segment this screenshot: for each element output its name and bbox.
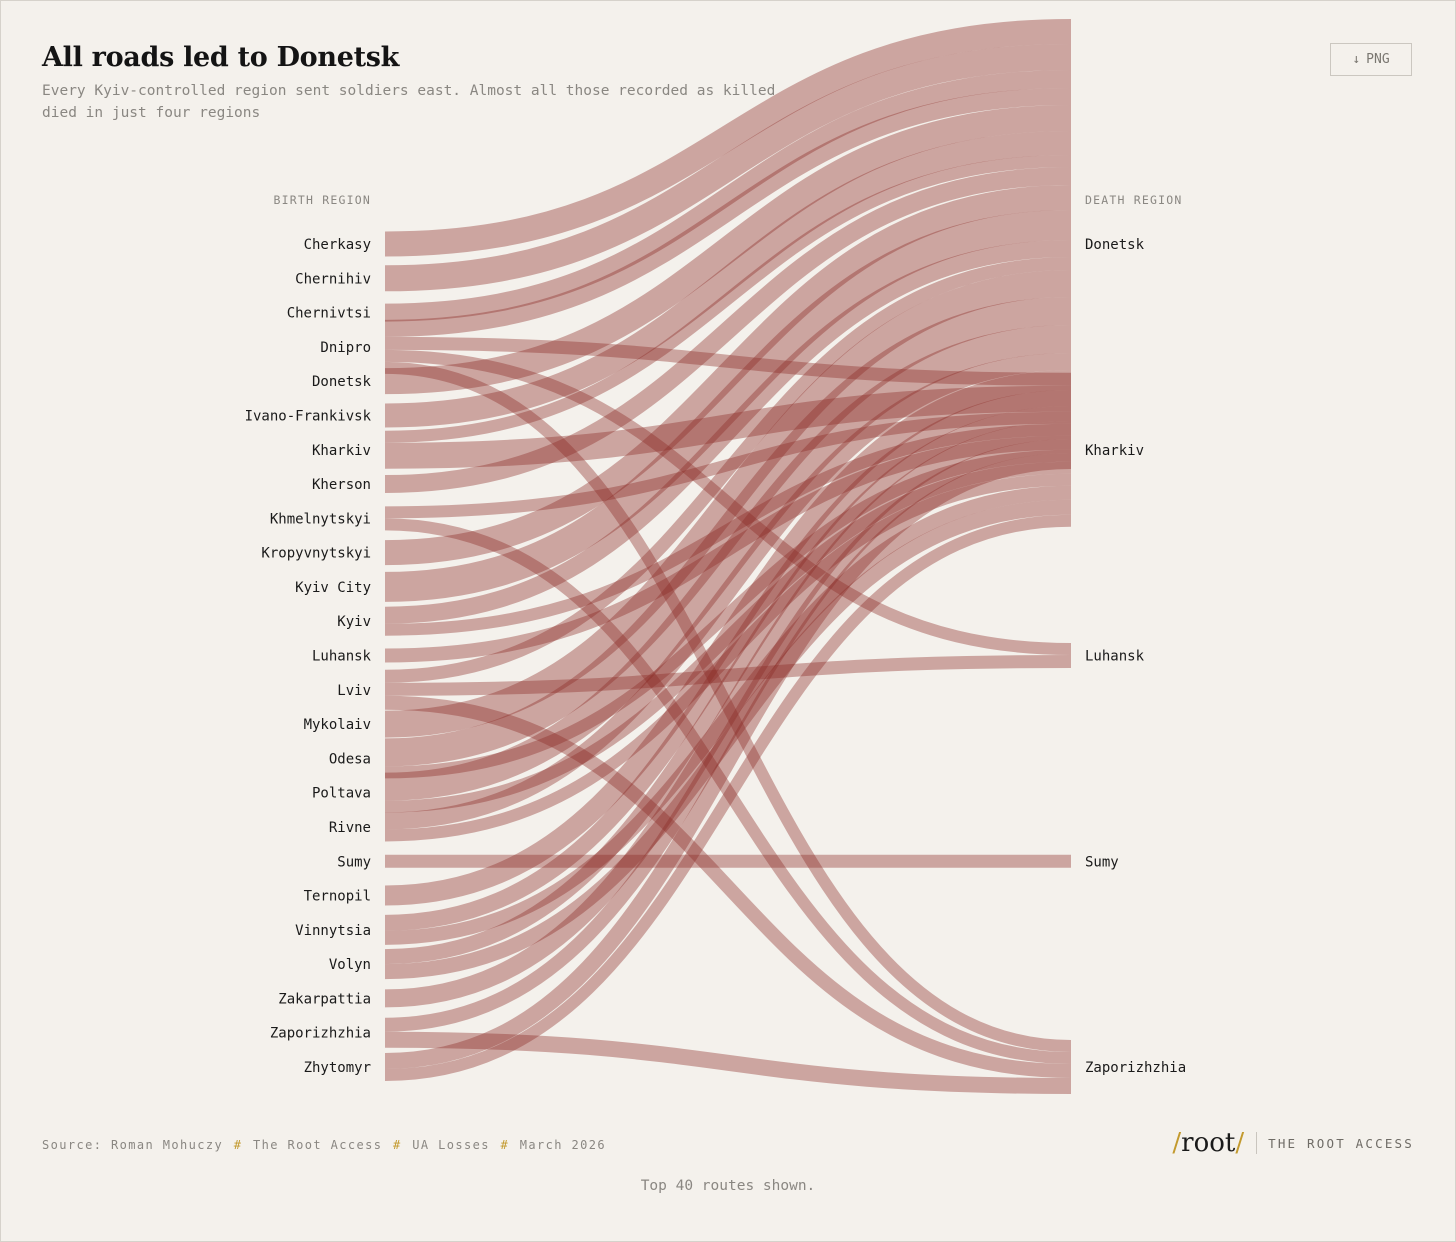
source-label: Kyiv City — [295, 580, 371, 596]
flow-volyn-to-donetsk — [384, 406, 1072, 965]
flow-lviv-to-zaporizhzhia — [384, 695, 1072, 1078]
target-label: Kharkiv — [1085, 443, 1144, 459]
source-separator: # — [393, 1138, 402, 1152]
source-label: Lviv — [337, 683, 371, 699]
birth-region-labels: Cherkasy Chernihiv Chernivtsi Dnipro Donetsk… — [245, 237, 372, 1076]
flow-lviv-to-donetsk — [384, 257, 1072, 683]
flow-kyiv-to-kharkiv — [384, 423, 1072, 636]
brand-name: THE ROOT ACCESS — [1268, 1135, 1414, 1151]
source-item: March 2026 — [519, 1138, 606, 1152]
flow-odesa-to-kharkiv — [384, 449, 1072, 779]
chart-title: All roads led to Donetsk — [42, 42, 400, 73]
source-label: Zaporizhzhia — [270, 1026, 371, 1042]
flow-khmelnytskyi-to-kharkiv — [384, 411, 1072, 519]
download-icon: ↓ — [1352, 52, 1361, 67]
flow-volyn-to-kharkiv — [384, 499, 1072, 980]
source-label: Zakarpattia — [278, 991, 371, 1007]
flow-khmelnytskyi-to-zaporizhzhia — [384, 518, 1072, 1064]
flow-dnipro-to-kharkiv — [384, 336, 1072, 386]
target-label: Zaporizhzhia — [1085, 1060, 1186, 1076]
flow-rivne-to-donetsk — [384, 353, 1072, 830]
source-label: Cherkasy — [304, 237, 371, 253]
logo-word: root — [1181, 1128, 1236, 1158]
flow-poltava-to-donetsk — [384, 325, 1072, 801]
flow-vinnytsia-to-kharkiv — [384, 485, 1072, 945]
flow-kharkiv-to-donetsk — [384, 155, 1072, 443]
logo-slash: / — [1235, 1128, 1245, 1158]
flows-layer — [384, 19, 1072, 1094]
source-separator: # — [233, 1138, 243, 1152]
flow-kyiv-to-donetsk — [384, 240, 1072, 624]
source-label: Kharkiv — [312, 443, 371, 459]
flow-dnipro-to-donetsk — [384, 88, 1072, 337]
flow-zhytomyr-to-donetsk — [384, 453, 1072, 1069]
source-separator: # — [500, 1138, 510, 1152]
source-label: Ternopil — [304, 889, 371, 905]
source-label: Sumy — [337, 854, 371, 870]
download-png-button[interactable]: ↓ PNG — [1330, 43, 1412, 76]
source-label: Mykolaiv — [304, 717, 371, 733]
routes-note: Top 40 routes shown. — [640, 1178, 816, 1194]
source-label: Chernihiv — [295, 271, 371, 287]
flow-zaporizhzhia-to-zaporizhzhia — [384, 1031, 1072, 1094]
brand: /root/ THE ROOT ACCESS — [1172, 1128, 1414, 1158]
source-item: Source: Roman Mohuczy — [42, 1138, 224, 1152]
source-label: Rivne — [329, 820, 371, 836]
target-label: Luhansk — [1085, 649, 1145, 665]
flow-ternopil-to-donetsk — [384, 370, 1072, 906]
source-label: Chernivtsi — [287, 306, 371, 322]
flow-kharkiv-to-kharkiv — [384, 385, 1072, 469]
flow-lviv-to-luhansk — [384, 655, 1072, 696]
flow-ivano-frankivsk-to-donetsk — [384, 131, 1072, 428]
source-label: Ivano-Frankivsk — [245, 408, 372, 424]
download-png-label: PNG — [1366, 52, 1390, 67]
flow-kyiv-city-to-donetsk — [384, 210, 1072, 602]
flow-kropyvnytskyi-to-donetsk — [384, 185, 1072, 566]
flow-kherson-to-donetsk — [384, 167, 1072, 494]
flow-odesa-to-donetsk — [384, 297, 1072, 767]
flow-zaporizhzhia-to-donetsk — [384, 439, 1072, 1032]
source-line: Source: Roman Mohuczy # The Root Access … — [42, 1138, 606, 1152]
flow-zakarpattia-to-donetsk — [384, 421, 1072, 1008]
source-label: Kherson — [312, 477, 371, 493]
flow-vinnytsia-to-donetsk — [384, 390, 1072, 931]
root-logo: /root/ — [1172, 1128, 1256, 1158]
flow-mykolaiv-to-donetsk — [384, 270, 1072, 738]
chart-subtitle: Every Kyiv-controlled region sent soldie… — [42, 83, 776, 121]
source-label: Kropyvnytskyi — [261, 546, 371, 562]
brand-divider — [1256, 1132, 1258, 1154]
source-label: Dnipro — [320, 340, 371, 356]
source-label: Zhytomyr — [304, 1060, 371, 1076]
flow-donetsk-to-donetsk — [384, 105, 1072, 395]
source-label: Donetsk — [312, 374, 372, 390]
birth-region-header: BIRTH REGION — [274, 193, 371, 207]
source-label: Khmelnytskyi — [270, 511, 371, 527]
flow-luhansk-to-kharkiv — [384, 435, 1072, 663]
source-label: Kyiv — [337, 614, 371, 630]
death-region-header: DEATH REGION — [1085, 193, 1182, 207]
source-label: Poltava — [312, 786, 371, 802]
flow-dnipro-to-luhansk — [384, 349, 1072, 655]
target-label: Donetsk — [1085, 237, 1145, 253]
death-region-labels: Donetsk Kharkiv Luhansk Sumy Zaporizhzhia — [1085, 237, 1186, 1076]
source-item: The Root Access — [253, 1138, 383, 1152]
flow-chernihiv-to-donetsk — [384, 44, 1072, 292]
source-label: Vinnytsia — [295, 923, 371, 939]
target-label: Sumy — [1085, 854, 1119, 870]
flow-dnipro-to-zaporizhzhia — [384, 361, 1072, 1052]
source-label: Luhansk — [312, 649, 372, 665]
source-label: Odesa — [329, 751, 371, 767]
flow-rivne-to-kharkiv — [384, 473, 1072, 842]
flow-poltava-to-kharkiv — [384, 461, 1072, 813]
source-item: UA Losses — [412, 1138, 490, 1152]
source-label: Volyn — [329, 957, 371, 973]
flow-chernivtsi-to-donetsk — [384, 70, 1072, 322]
logo-slash: / — [1172, 1128, 1182, 1158]
flow-zhytomyr-to-kharkiv — [384, 514, 1072, 1081]
flow-cherkasy-to-donetsk — [384, 19, 1072, 257]
